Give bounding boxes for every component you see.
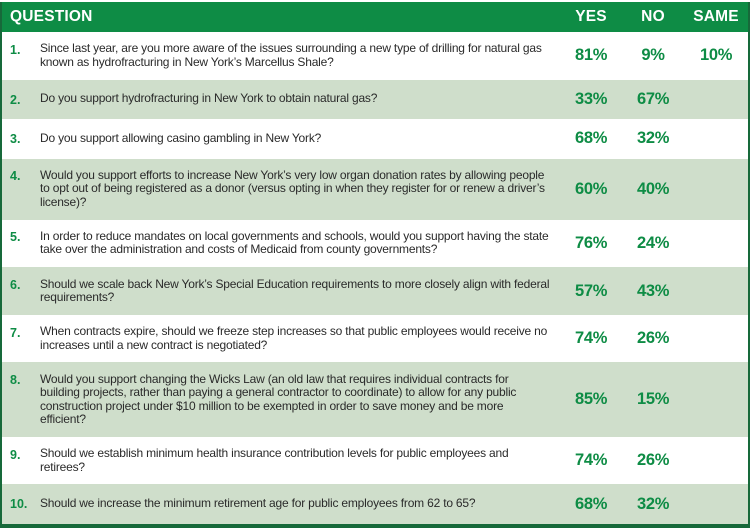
yes-value: 76% [574,233,608,252]
table-row: 7. When contracts expire, should we free… [2,314,748,363]
column-header-yes: YES [575,8,607,25]
question-number: 9. [10,447,21,462]
table-row: 8. Would you support changing the Wicks … [2,362,748,437]
no-value: 26% [636,451,670,470]
table-row: 3. Do you support allowing casino gambli… [2,119,748,159]
yes-value: 60% [574,179,608,198]
table-row: 1. Since last year, are you more aware o… [2,32,748,80]
question-text: Would you support efforts to increase Ne… [40,167,545,209]
no-value: 9% [641,46,665,65]
yes-value: 33% [574,89,608,108]
table-row: 5. In order to reduce mandates on local … [2,219,748,268]
no-value: 15% [636,390,670,409]
question-text: In order to reduce mandates on local gov… [40,228,549,257]
question-number: 5. [10,230,21,245]
question-number: 7. [10,325,21,340]
column-header-no: NO [641,8,665,25]
yes-value: 68% [574,494,608,513]
question-number: 1. [10,42,21,57]
table-row: 6. Should we scale back New York’s Speci… [2,267,748,315]
question-text: Should we scale back New York’s Special … [40,276,550,304]
question-text: Since last year, are you more aware of t… [40,41,542,69]
table-row: 10. Should we increase the minimum retir… [2,484,748,524]
question-number: 4. [10,169,21,184]
no-value: 24% [636,233,670,252]
question-number: 2. [10,92,21,107]
yes-value: 57% [574,281,608,300]
question-number: 6. [10,278,21,292]
no-value: 40% [636,179,670,198]
question-text: Would you support changing the Wicks Law… [40,371,517,427]
table-row: 4. Would you support efforts to increase… [2,158,748,220]
yes-value: 74% [574,329,608,348]
yes-value: 85% [574,390,608,409]
table-header-row: QUESTION YES NO SAME [2,2,748,32]
question-text: Should we increase the minimum retiremen… [40,495,476,510]
no-value: 26% [636,329,670,348]
yes-value: 68% [574,129,608,148]
question-text: Should we establish minimum health insur… [40,446,509,474]
no-value: 67% [636,89,670,108]
no-value: 32% [636,494,670,513]
no-value: 32% [636,129,670,148]
same-value: 10% [699,46,733,65]
yes-value: 74% [574,451,608,470]
question-text: When contracts expire, should we freeze … [40,324,548,352]
no-value: 43% [636,281,670,300]
table-row: 2. Do you support hydrofracturing in New… [2,79,748,120]
question-text: Do you support allowing casino gambling … [40,130,322,145]
question-text: Do you support hydrofracturing in New Yo… [40,91,378,106]
column-header-same: SAME [693,8,739,25]
question-number: 10. [10,497,28,512]
table-row: 9. Should we establish minimum health in… [2,436,748,485]
yes-value: 81% [574,46,608,65]
question-number: 8. [10,373,21,388]
question-number: 3. [10,132,21,147]
column-header-question: QUESTION [10,8,93,25]
